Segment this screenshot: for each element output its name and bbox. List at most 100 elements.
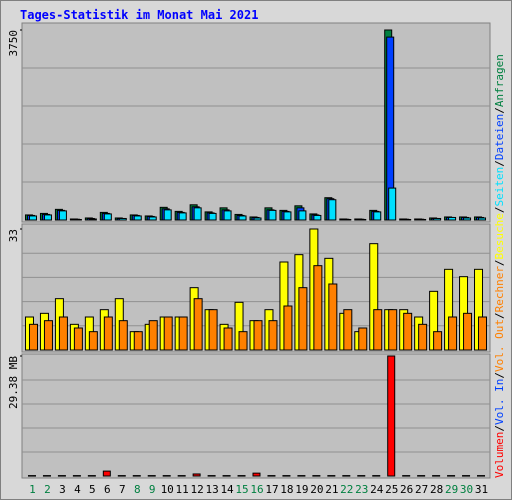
bar: [73, 218, 82, 221]
x-tick-label: 9: [149, 483, 156, 496]
bar: [358, 327, 368, 351]
panel: [21, 22, 491, 223]
bar: [237, 475, 246, 477]
bar: [313, 214, 322, 221]
bar: [373, 211, 382, 221]
bar: [87, 475, 96, 477]
x-tick-label: 26: [400, 483, 413, 496]
bar: [163, 209, 172, 221]
bar: [238, 215, 247, 221]
bar: [132, 475, 141, 477]
bar: [387, 355, 396, 477]
bar: [177, 475, 186, 477]
bar: [223, 327, 233, 351]
legend-entry: Volumen: [493, 432, 506, 478]
bar: [462, 475, 471, 477]
x-tick-label: 28: [430, 483, 443, 496]
x-tick-label: 1: [29, 483, 36, 496]
legend-separator: /: [493, 206, 506, 213]
bar: [103, 316, 113, 351]
x-tick-label: 27: [415, 483, 428, 496]
x-tick-label: 25: [385, 483, 398, 496]
x-tick-label: 24: [370, 483, 384, 496]
bar: [223, 210, 232, 221]
bar: [388, 187, 397, 221]
x-tick-label: 12: [191, 483, 204, 496]
bar: [418, 323, 428, 351]
x-tick-label: 23: [355, 483, 368, 496]
x-tick-label: 18: [280, 483, 293, 496]
bar: [312, 475, 321, 477]
x-tick-label: 16: [250, 483, 263, 496]
legend-separator: /: [493, 372, 506, 379]
legend-entry: Dateien: [493, 114, 506, 160]
x-tick-label: 22: [340, 483, 353, 496]
bar: [118, 320, 128, 351]
bar: [463, 217, 472, 221]
x-tick-label: 30: [460, 483, 473, 496]
x-tick-label: 31: [475, 483, 488, 496]
x-tick-label: 11: [176, 483, 189, 496]
bar: [402, 475, 411, 477]
legend-separator: /: [493, 259, 506, 266]
x-tick-label: 8: [134, 483, 141, 496]
bar: [27, 475, 36, 477]
bar: [433, 217, 442, 221]
bar: [358, 218, 367, 221]
bar: [463, 312, 473, 351]
bar: [478, 217, 487, 221]
bar: [208, 309, 218, 351]
chart-title: Tages-Statistik im Monat Mai 2021: [20, 8, 258, 22]
bar: [298, 210, 307, 221]
x-tick-label: 19: [295, 483, 308, 496]
x-tick-label: 2: [44, 483, 51, 496]
x-tick-label: 5: [89, 483, 96, 496]
bar: [403, 218, 412, 221]
bar: [148, 320, 158, 351]
bar: [477, 475, 486, 477]
bar: [252, 472, 261, 477]
bar: [388, 309, 398, 351]
bar: [448, 316, 458, 351]
bar: [88, 331, 98, 351]
bar: [342, 475, 351, 477]
bar: [478, 316, 488, 351]
bar: [148, 216, 157, 221]
x-tick-label: 6: [104, 483, 111, 496]
bar: [267, 475, 276, 477]
bar: [268, 320, 278, 351]
bar: [118, 217, 127, 221]
x-tick-label: 21: [325, 483, 338, 496]
bar: [57, 475, 66, 477]
x-tick-label: 29: [445, 483, 458, 496]
bar: [28, 215, 37, 221]
legend-entry: Vol. In: [493, 379, 506, 425]
legend-separator: /: [493, 107, 506, 114]
bar: [42, 475, 51, 477]
bar: [327, 475, 336, 477]
bar: [268, 209, 277, 221]
x-tick-label: 10: [161, 483, 174, 496]
x-tick-label: 7: [119, 483, 126, 496]
bar: [238, 331, 248, 351]
bar: [253, 320, 263, 351]
legend-entry: Vol. Out: [493, 319, 506, 372]
bar: [58, 210, 67, 221]
x-tick-label: 20: [310, 483, 323, 496]
bar: [283, 305, 293, 351]
panel: [21, 353, 491, 479]
y-tick-label: 3750: [7, 30, 20, 57]
bar: [117, 475, 126, 477]
bar: [73, 327, 83, 351]
x-tick-label: 13: [205, 483, 218, 496]
bar: [207, 475, 216, 477]
bar: [193, 207, 202, 221]
bar: [372, 475, 381, 477]
bar: [178, 212, 187, 221]
bar: [297, 475, 306, 477]
bar: [43, 320, 53, 351]
bar: [433, 331, 443, 351]
x-tick-label: 15: [235, 483, 248, 496]
bar: [313, 265, 323, 351]
